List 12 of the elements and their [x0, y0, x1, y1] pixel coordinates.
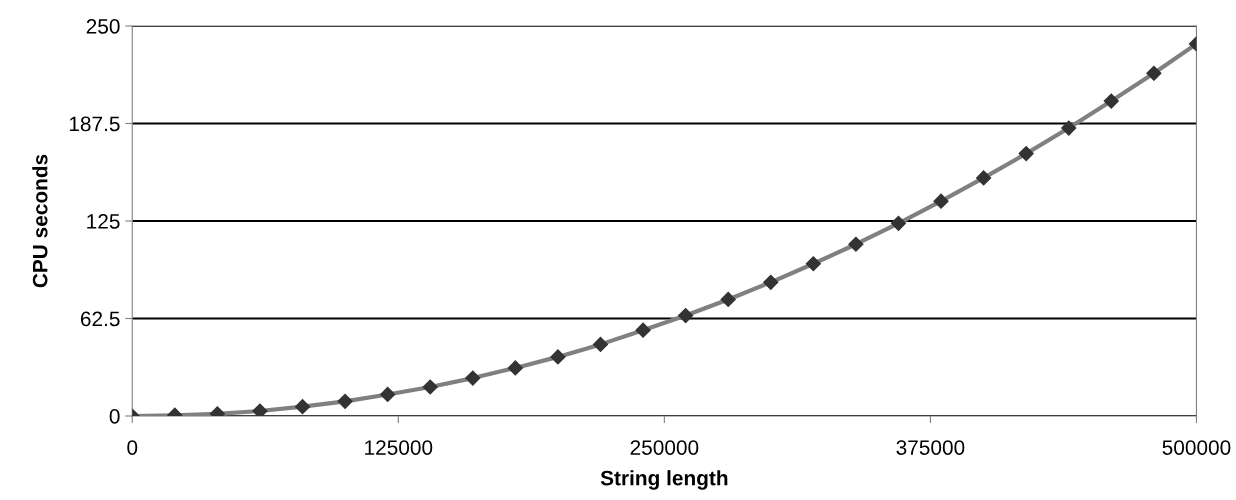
x-tick-label: 500000	[1162, 440, 1231, 455]
y-tick-label: 62.5	[80, 311, 120, 327]
x-tick-label: 375000	[896, 440, 965, 455]
y-tick-label: 187.5	[69, 116, 120, 132]
y-axis-title: CPU seconds	[32, 154, 48, 288]
y-tick-label: 125	[87, 214, 120, 229]
x-tick-label: 250000	[630, 440, 699, 455]
y-tick-label: 0	[109, 409, 120, 424]
y-tick-label: 250	[86, 19, 120, 34]
x-tick-label: 125000	[365, 440, 433, 455]
x-axis-title: String length	[600, 470, 728, 490]
x-tick-label: 0	[127, 440, 138, 455]
